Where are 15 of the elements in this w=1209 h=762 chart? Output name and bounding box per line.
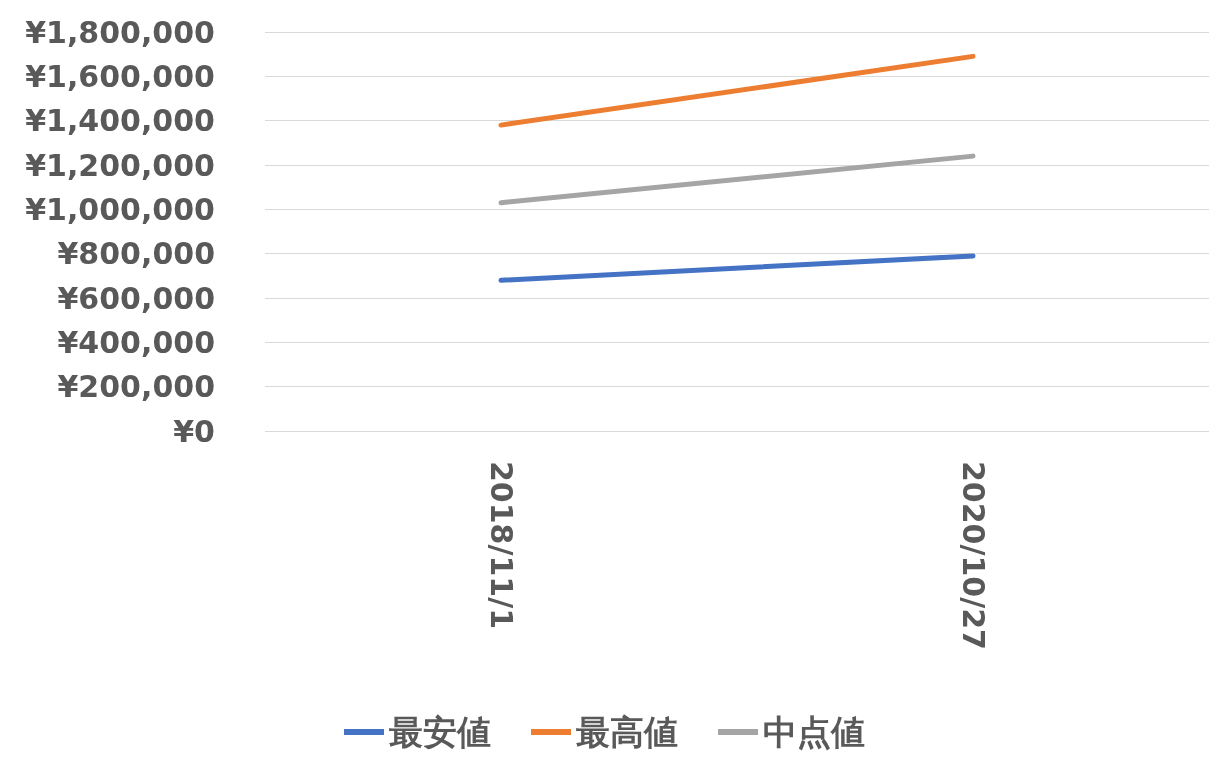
legend-label: 最高値	[576, 712, 678, 752]
legend-label: 中点値	[763, 712, 865, 752]
legend-label: 最安値	[389, 712, 491, 752]
y-tick-label: ¥0	[173, 413, 215, 449]
y-tick-label: ¥1,000,000	[25, 191, 215, 227]
y-tick-label: ¥800,000	[57, 236, 215, 272]
x-tick-label: 2018/11/1	[483, 461, 519, 630]
y-tick-label: ¥400,000	[57, 324, 215, 360]
y-tick-label: ¥200,000	[57, 369, 215, 405]
y-tick-label: ¥1,800,000	[25, 14, 215, 50]
y-tick-label: ¥1,400,000	[25, 103, 215, 139]
x-tick-label: 2020/10/27	[955, 461, 991, 650]
y-tick-label: ¥600,000	[57, 280, 215, 316]
y-tick-label: ¥1,200,000	[25, 147, 215, 183]
y-tick-label: ¥1,600,000	[25, 58, 215, 94]
